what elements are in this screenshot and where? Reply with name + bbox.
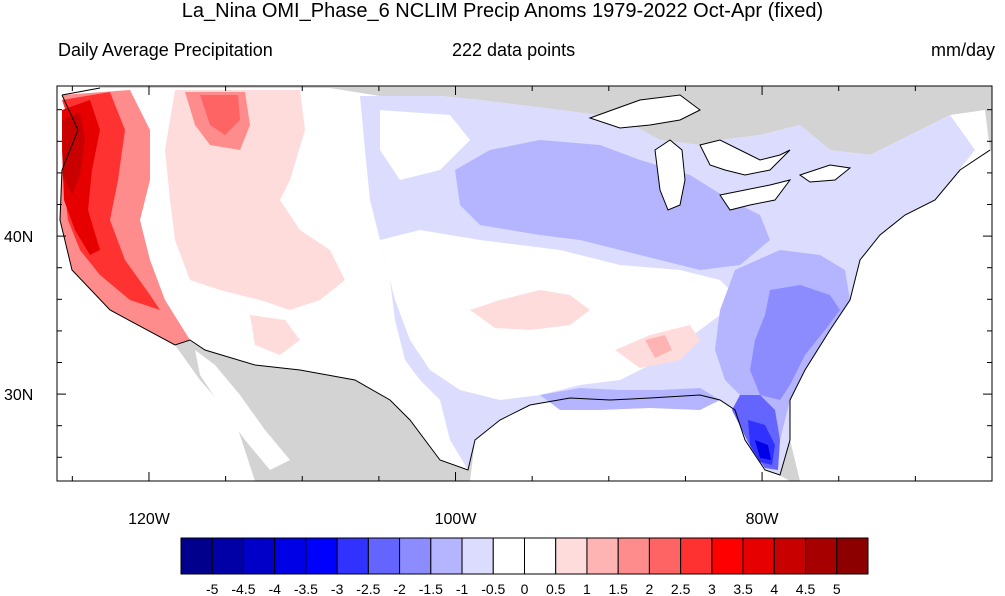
data-points-label: 222 data points xyxy=(452,40,576,60)
colorbar-box xyxy=(492,537,526,575)
colorbar-label: -0.5 xyxy=(481,581,505,596)
colorbar-box xyxy=(555,537,588,575)
colorbar-label: 5 xyxy=(833,581,841,596)
map-title: La_Nina OMI_Phase_6 NCLIM Precip Anoms 1… xyxy=(181,0,824,22)
anomaly-coast-red-deep xyxy=(62,112,85,195)
colorbar-box xyxy=(336,537,369,575)
axis-ticks xyxy=(57,86,993,481)
colorbar-box xyxy=(180,537,213,575)
colorbar-label: -5 xyxy=(206,581,219,596)
colorbar-box xyxy=(524,537,557,575)
anomaly-near-zero-north xyxy=(380,110,470,180)
lon-tick-label: 120W xyxy=(128,511,171,528)
colorbar-box xyxy=(648,537,682,575)
colorbar-box xyxy=(586,537,619,575)
colorbar-box xyxy=(680,537,713,575)
colorbar-label: 0 xyxy=(521,581,529,596)
colorbar-label: -2.5 xyxy=(356,581,380,596)
lon-tick-label: 80W xyxy=(746,511,780,528)
colorbar-box xyxy=(305,537,338,575)
colorbar-box xyxy=(430,537,463,575)
colorbar-label: -4.5 xyxy=(231,581,255,596)
colorbar-label: -3.5 xyxy=(294,581,318,596)
colorbar-box xyxy=(367,537,401,575)
colorbar-box xyxy=(773,537,807,575)
gulf-of-mexico xyxy=(470,395,790,481)
colorbar-label: -1 xyxy=(456,581,469,596)
great-lakes xyxy=(588,94,852,211)
anomaly-florida-core xyxy=(755,440,771,460)
colorbar-label: 1.5 xyxy=(608,581,628,596)
variable-label: Daily Average Precipitation xyxy=(58,40,273,60)
colorbar-box xyxy=(242,537,276,575)
anomaly-plains-pink-1 xyxy=(470,290,590,330)
colorbar-box xyxy=(805,537,838,575)
atlantic-ocean xyxy=(790,150,992,481)
colorbar-box xyxy=(711,537,744,575)
colorbar-box xyxy=(742,537,775,575)
colorbar-label: 0.5 xyxy=(546,581,566,596)
colorbar-label: 4.5 xyxy=(796,581,816,596)
gulf-of-california xyxy=(195,350,290,470)
colorbar-label: 1 xyxy=(583,581,591,596)
colorbar-label: -2 xyxy=(393,581,406,596)
units-label: mm/day xyxy=(930,40,995,60)
colorbar-box xyxy=(461,537,494,575)
colorbar-label: 2 xyxy=(646,581,654,596)
colorbar-label: 3 xyxy=(708,581,716,596)
anomaly-sw-pink xyxy=(250,315,300,355)
colorbar-box xyxy=(399,537,432,575)
anomaly-rockies-red-2 xyxy=(200,95,240,135)
longitude-labels: 120W 100W 80W xyxy=(128,511,779,528)
colorbar xyxy=(180,537,869,575)
anomaly-plains-pink-3 xyxy=(645,335,672,358)
colorbar-label: -3 xyxy=(331,581,344,596)
latitude-labels: 40N 30N xyxy=(4,229,33,404)
map-panel xyxy=(57,86,992,481)
colorbar-label: 2.5 xyxy=(671,581,691,596)
pacific-ocean xyxy=(57,86,255,481)
plot-frame xyxy=(56,85,993,482)
anomaly-carolina-blue xyxy=(750,285,840,400)
colorbar-box xyxy=(836,537,869,575)
lat-tick-label: 30N xyxy=(4,387,33,404)
colorbar-box xyxy=(617,537,650,575)
colorbar-box xyxy=(211,537,244,575)
colorbar-labels: -5 -4.5 -4 -3.5 -3 -2.5 -2 -1.5 -1 -0.5 0 0.5 1 1.5 2 2… xyxy=(206,581,841,596)
colorbar-label: 4 xyxy=(770,581,778,596)
colorbar-label: 3.5 xyxy=(733,581,753,596)
lon-tick-label: 100W xyxy=(435,511,478,528)
colorbar-box xyxy=(274,537,307,575)
colorbar-label: -4 xyxy=(268,581,281,596)
lat-tick-label: 40N xyxy=(4,229,33,246)
colorbar-label: -1.5 xyxy=(419,581,443,596)
anomaly-midwest-blue xyxy=(455,140,770,270)
coastlines xyxy=(59,87,991,476)
